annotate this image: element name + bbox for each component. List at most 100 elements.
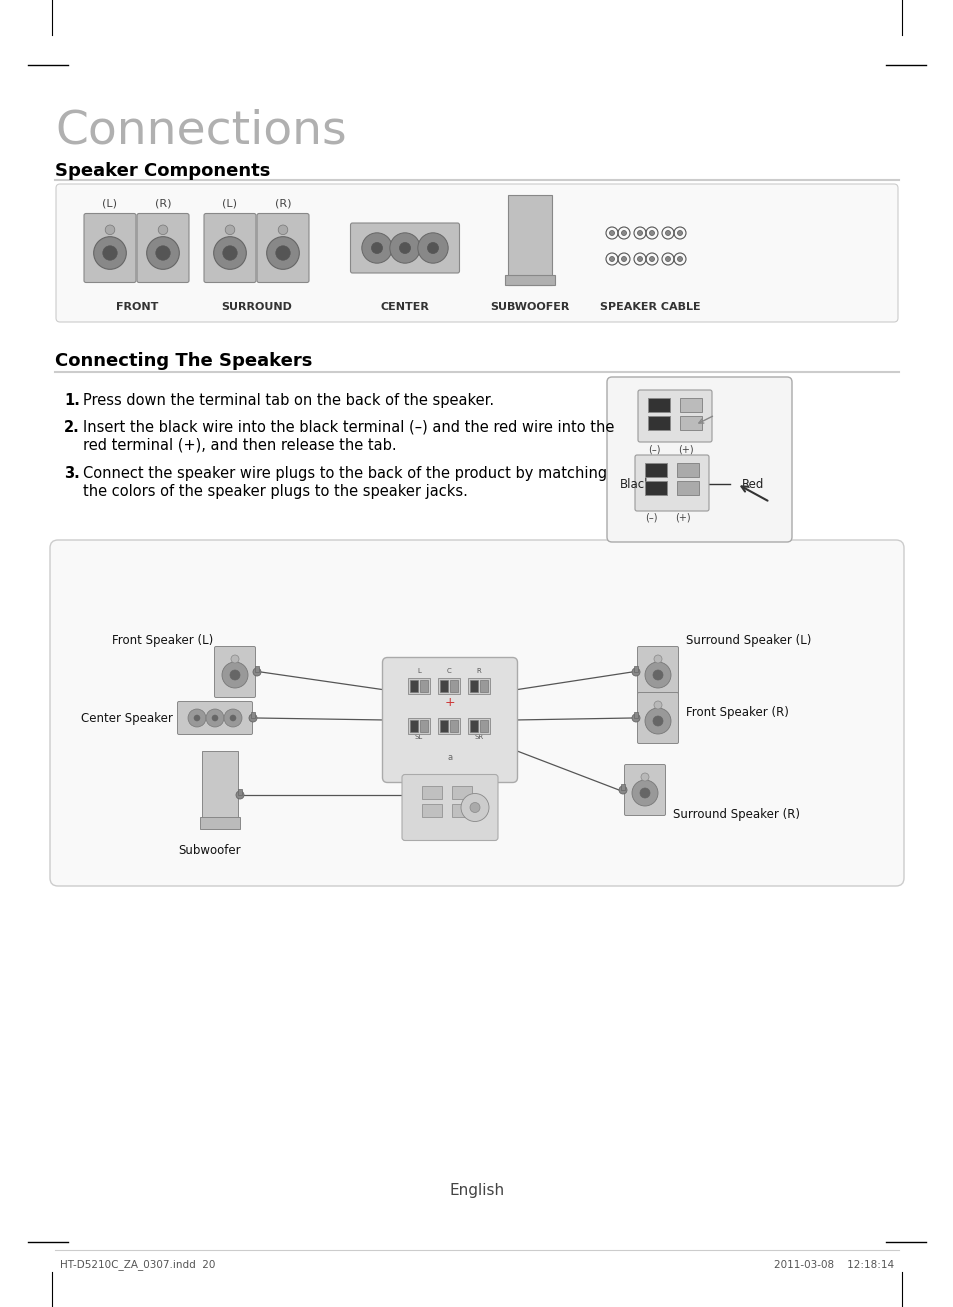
- Circle shape: [654, 701, 661, 708]
- Text: the colors of the speaker plugs to the speaker jacks.: the colors of the speaker plugs to the s…: [83, 484, 467, 499]
- FancyBboxPatch shape: [624, 765, 665, 816]
- Circle shape: [253, 668, 261, 676]
- Circle shape: [620, 230, 626, 235]
- Circle shape: [618, 786, 626, 793]
- Text: red terminal (+), and then release the tab.: red terminal (+), and then release the t…: [83, 438, 396, 454]
- Bar: [647, 399, 669, 412]
- Bar: [677, 481, 699, 495]
- Circle shape: [631, 780, 658, 806]
- Bar: [439, 720, 448, 732]
- Circle shape: [278, 225, 288, 234]
- Text: R: R: [476, 668, 481, 674]
- Bar: [237, 789, 242, 795]
- Circle shape: [390, 233, 419, 263]
- Circle shape: [677, 230, 681, 235]
- FancyBboxPatch shape: [401, 775, 497, 840]
- Text: (+): (+): [675, 514, 690, 523]
- Circle shape: [230, 670, 240, 680]
- Circle shape: [470, 802, 479, 813]
- Circle shape: [361, 233, 392, 263]
- Circle shape: [223, 246, 237, 260]
- FancyArrowPatch shape: [699, 416, 712, 423]
- Bar: [470, 720, 477, 732]
- Bar: [634, 667, 638, 672]
- Circle shape: [105, 225, 114, 234]
- Text: SR: SR: [474, 735, 483, 740]
- Bar: [679, 416, 701, 430]
- Text: Surround Speaker (L): Surround Speaker (L): [685, 634, 810, 647]
- Text: FRONT: FRONT: [115, 302, 158, 312]
- FancyBboxPatch shape: [137, 213, 189, 282]
- Circle shape: [155, 246, 170, 260]
- Bar: [644, 463, 666, 477]
- Bar: [439, 680, 448, 691]
- FancyBboxPatch shape: [50, 540, 903, 886]
- Bar: [450, 720, 457, 732]
- Circle shape: [249, 714, 256, 721]
- Bar: [647, 416, 669, 430]
- Bar: [507, 195, 552, 285]
- Text: Center Speaker: Center Speaker: [81, 712, 172, 725]
- Text: L: L: [416, 668, 420, 674]
- Circle shape: [640, 772, 648, 782]
- Circle shape: [399, 243, 410, 254]
- Circle shape: [231, 655, 239, 663]
- Text: 3.: 3.: [64, 467, 80, 481]
- Bar: [620, 784, 624, 789]
- Circle shape: [652, 670, 662, 680]
- Text: SUBWOOFER: SUBWOOFER: [490, 302, 569, 312]
- Text: Red: Red: [741, 477, 763, 490]
- Circle shape: [267, 237, 299, 269]
- Text: Subwoofer: Subwoofer: [178, 844, 241, 857]
- Bar: [202, 752, 237, 829]
- Circle shape: [213, 237, 246, 269]
- Circle shape: [188, 708, 206, 727]
- Text: Front Speaker (L): Front Speaker (L): [112, 634, 213, 647]
- Circle shape: [654, 655, 661, 663]
- Circle shape: [427, 243, 438, 254]
- FancyBboxPatch shape: [637, 647, 678, 698]
- Circle shape: [193, 715, 200, 721]
- Circle shape: [631, 714, 639, 721]
- Text: C: C: [446, 668, 451, 674]
- FancyBboxPatch shape: [177, 702, 253, 735]
- Bar: [452, 804, 472, 817]
- Circle shape: [371, 243, 382, 254]
- Text: SPEAKER CABLE: SPEAKER CABLE: [599, 302, 700, 312]
- Text: Front Speaker (R): Front Speaker (R): [685, 706, 788, 719]
- FancyBboxPatch shape: [256, 213, 309, 282]
- Text: English: English: [449, 1183, 504, 1197]
- Text: +: +: [444, 695, 455, 708]
- Circle shape: [644, 708, 670, 735]
- Text: SL: SL: [415, 735, 423, 740]
- Circle shape: [224, 708, 242, 727]
- Text: CENTER: CENTER: [380, 302, 429, 312]
- Bar: [479, 720, 488, 732]
- Bar: [470, 680, 477, 691]
- Circle shape: [609, 256, 614, 261]
- Circle shape: [235, 791, 244, 799]
- Circle shape: [609, 230, 614, 235]
- Circle shape: [212, 715, 218, 721]
- FancyBboxPatch shape: [382, 657, 517, 783]
- Text: Connect the speaker wire plugs to the back of the product by matching: Connect the speaker wire plugs to the ba…: [83, 467, 606, 481]
- FancyBboxPatch shape: [638, 389, 711, 442]
- Bar: [410, 680, 417, 691]
- Text: (R): (R): [154, 197, 172, 208]
- Circle shape: [620, 256, 626, 261]
- Circle shape: [275, 246, 290, 260]
- Bar: [437, 718, 459, 735]
- Text: SURROUND: SURROUND: [221, 302, 293, 312]
- Circle shape: [158, 225, 168, 234]
- Bar: [468, 678, 490, 694]
- Circle shape: [649, 230, 654, 235]
- Text: HT-D5210C_ZA_0307.indd  20: HT-D5210C_ZA_0307.indd 20: [60, 1260, 215, 1270]
- Bar: [200, 817, 240, 829]
- FancyBboxPatch shape: [637, 693, 678, 744]
- Circle shape: [665, 256, 670, 261]
- FancyBboxPatch shape: [204, 213, 255, 282]
- Bar: [479, 680, 488, 691]
- Text: (–): (–): [647, 444, 659, 454]
- Text: Insert the black wire into the black terminal (–) and the red wire into the: Insert the black wire into the black ter…: [83, 420, 614, 435]
- Circle shape: [631, 668, 639, 676]
